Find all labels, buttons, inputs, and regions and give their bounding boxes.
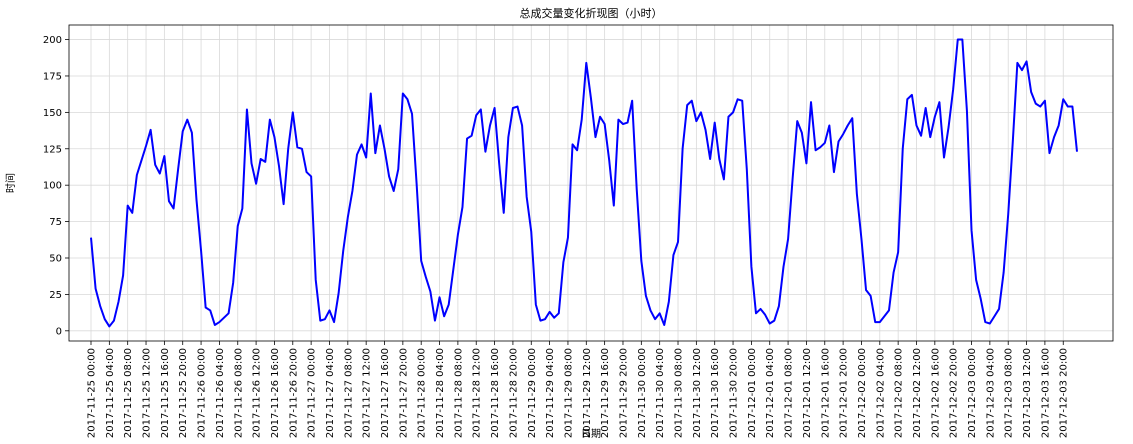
- y-tick-label: 75: [49, 217, 62, 228]
- x-tick-label: 2017-11-30 00:00: [637, 348, 648, 438]
- y-tick-label: 175: [43, 71, 62, 82]
- x-tick-label: 2017-12-03 00:00: [967, 348, 978, 438]
- x-tick-label: 2017-12-01 08:00: [784, 348, 795, 438]
- plot-frame: [68, 24, 1114, 342]
- x-tick-label: 2017-11-28 04:00: [435, 348, 446, 438]
- x-tick-label: 2017-11-30 08:00: [674, 348, 685, 438]
- x-tick-label: 2017-11-28 00:00: [417, 348, 428, 438]
- x-tick-label: 2017-11-29 16:00: [600, 348, 611, 438]
- y-tick-label: 50: [49, 253, 62, 264]
- x-tick-label: 2017-11-25 04:00: [105, 348, 116, 438]
- x-tick-label: 2017-12-02 16:00: [930, 348, 941, 438]
- x-tick-label: 2017-11-25 08:00: [123, 348, 134, 438]
- x-tick-label: 2017-11-26 00:00: [197, 348, 208, 438]
- x-tick-label: 2017-11-25 00:00: [87, 348, 98, 438]
- x-tick-label: 2017-12-03 12:00: [1022, 348, 1033, 438]
- x-tick-label: 2017-11-27 20:00: [398, 348, 409, 438]
- x-tick-label: 2017-11-29 08:00: [563, 348, 574, 438]
- x-tick-label: 2017-12-03 20:00: [1059, 348, 1070, 438]
- x-tick-label: 2017-12-03 04:00: [985, 348, 996, 438]
- x-tick-label: 2017-12-02 20:00: [949, 348, 960, 438]
- x-tick-label: 2017-11-25 12:00: [142, 348, 153, 438]
- x-tick-label: 2017-12-01 12:00: [802, 348, 813, 438]
- y-tick-label: 0: [56, 326, 62, 337]
- x-tick-label: 2017-12-03 16:00: [1040, 348, 1051, 438]
- x-tick-label: 2017-12-02 12:00: [912, 348, 923, 438]
- x-tick-label: 2017-12-01 16:00: [820, 348, 831, 438]
- x-tick-label: 2017-12-03 08:00: [1004, 348, 1015, 438]
- x-axis-ticks: 2017-11-25 00:00 2017-11-25 04:00 2017-11-…: [87, 341, 1070, 438]
- x-tick-label: 2017-11-29 12:00: [582, 348, 593, 438]
- x-tick-label: 2017-11-30 20:00: [729, 348, 740, 438]
- x-tick-label: 2017-11-27 00:00: [307, 348, 318, 438]
- x-tick-label: 2017-11-29 04:00: [545, 348, 556, 438]
- x-tick-label: 2017-11-30 12:00: [692, 348, 703, 438]
- x-tick-label: 2017-11-29 00:00: [527, 348, 538, 438]
- x-tick-label: 2017-12-01 00:00: [747, 348, 758, 438]
- x-tick-label: 2017-11-27 04:00: [325, 348, 336, 438]
- x-tick-label: 2017-11-25 20:00: [178, 348, 189, 438]
- x-tick-label: 2017-11-29 20:00: [618, 348, 629, 438]
- y-axis-title: 时间: [4, 173, 17, 193]
- y-axis-ticks: 0 25 50 75 100 125 150 175 200: [43, 35, 69, 337]
- x-tick-label: 2017-11-26 04:00: [215, 348, 226, 438]
- x-tick-label: 2017-12-01 20:00: [839, 348, 850, 438]
- x-tick-label: 2017-11-30 16:00: [710, 348, 721, 438]
- x-tick-label: 2017-11-25 16:00: [160, 348, 171, 438]
- x-tick-label: 2017-11-30 04:00: [655, 348, 666, 438]
- x-tick-label: 2017-11-26 16:00: [270, 348, 281, 438]
- y-tick-label: 25: [49, 290, 62, 301]
- x-tick-label: 2017-11-27 16:00: [380, 348, 391, 438]
- grid-lines: [69, 25, 1113, 341]
- x-tick-label: 2017-11-28 20:00: [508, 348, 519, 438]
- y-tick-label: 150: [43, 108, 62, 119]
- series-line: [90, 38, 1078, 328]
- x-tick-label: 2017-12-02 00:00: [857, 348, 868, 438]
- x-tick-label: 2017-11-26 20:00: [288, 348, 299, 438]
- x-tick-label: 2017-11-26 12:00: [252, 348, 263, 438]
- x-axis-title: 日期: [581, 428, 601, 440]
- x-tick-label: 2017-11-26 08:00: [233, 348, 244, 438]
- chart-title: 总成交量变化折现图（小时）: [520, 6, 663, 20]
- x-tick-label: 2017-12-01 04:00: [765, 348, 776, 438]
- x-tick-label: 2017-12-02 04:00: [875, 348, 886, 438]
- y-tick-label: 100: [43, 181, 62, 192]
- x-tick-label: 2017-11-28 08:00: [453, 348, 464, 438]
- y-tick-label: 200: [43, 35, 62, 46]
- x-tick-label: 2017-12-02 08:00: [894, 348, 905, 438]
- x-tick-label: 2017-11-27 08:00: [343, 348, 354, 438]
- x-tick-label: 2017-11-27 12:00: [362, 348, 373, 438]
- x-tick-label: 2017-11-28 12:00: [472, 348, 483, 438]
- y-tick-label: 125: [43, 144, 62, 155]
- x-tick-label: 2017-11-28 16:00: [490, 348, 501, 438]
